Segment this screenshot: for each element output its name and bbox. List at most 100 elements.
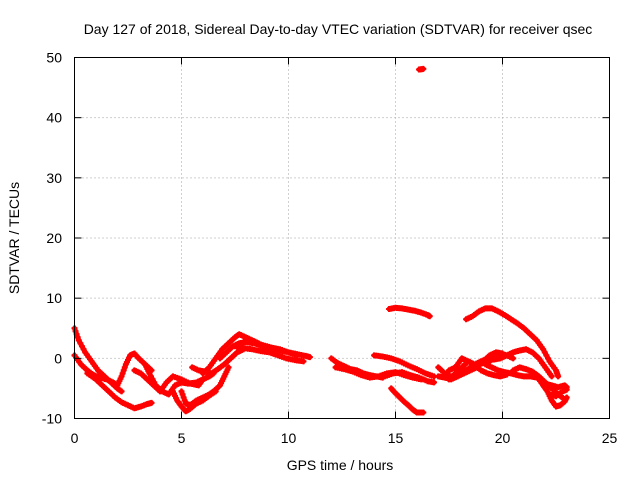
data-point	[283, 348, 290, 355]
data-point	[418, 409, 425, 416]
data-point	[219, 362, 226, 369]
data-point	[232, 350, 239, 357]
data-point	[373, 373, 380, 380]
data-point	[161, 381, 168, 388]
data-point	[191, 379, 198, 386]
y-tick-label: 10	[46, 290, 62, 306]
data-point	[204, 365, 211, 372]
y-tick-label: -10	[42, 411, 62, 427]
x-tick-label: 5	[178, 430, 186, 446]
data-point	[136, 403, 143, 410]
data-point	[538, 344, 545, 351]
data-point	[543, 386, 550, 393]
data-point	[540, 362, 547, 369]
data-point	[440, 368, 447, 375]
y-tick-label: 20	[46, 230, 62, 246]
data-point	[502, 353, 509, 360]
data-point	[116, 398, 123, 405]
data-point	[298, 358, 305, 365]
y-axis-label: SDTVAR / TECUs	[6, 182, 22, 294]
data-point	[551, 365, 558, 372]
data-point	[123, 401, 130, 408]
data-point	[198, 377, 205, 384]
data-point	[142, 374, 149, 381]
data-point	[72, 328, 79, 335]
chart-title: Day 127 of 2018, Sidereal Day-to-day VTE…	[84, 21, 593, 37]
data-point	[459, 369, 466, 376]
data-point	[394, 357, 401, 364]
data-point	[474, 309, 481, 316]
y-tick-label: 30	[46, 170, 62, 186]
data-point	[463, 357, 470, 364]
data-point	[532, 335, 539, 342]
data-point	[257, 341, 264, 348]
data-point	[179, 391, 186, 398]
data-point	[148, 373, 155, 380]
data-point	[508, 350, 515, 357]
data-point	[281, 354, 288, 361]
data-point	[467, 313, 474, 320]
data-point	[356, 371, 363, 378]
data-point	[543, 352, 550, 359]
data-point	[465, 365, 472, 372]
data-point	[215, 383, 222, 390]
data-point	[482, 369, 489, 376]
data-point	[221, 350, 228, 357]
data-point	[149, 376, 156, 383]
data-point	[117, 375, 124, 382]
data-point	[429, 379, 436, 386]
data-point	[147, 400, 154, 407]
data-point	[521, 365, 528, 372]
data-point	[217, 348, 224, 355]
data-point	[534, 353, 541, 360]
data-point	[413, 373, 420, 380]
data-point	[266, 343, 273, 350]
data-point	[173, 395, 180, 402]
data-point	[339, 365, 345, 372]
data-point	[416, 309, 423, 316]
y-tick-label: 50	[46, 50, 62, 66]
data-point	[164, 390, 171, 397]
data-point	[117, 387, 124, 394]
data-point	[405, 371, 412, 378]
data-point	[194, 366, 201, 373]
data-point	[78, 343, 85, 350]
data-point	[213, 367, 220, 374]
data-point	[119, 370, 126, 377]
data-point	[457, 365, 464, 372]
data-point	[145, 368, 152, 375]
data-point	[493, 307, 500, 314]
x-tick-label: 20	[495, 430, 511, 446]
data-point	[541, 349, 548, 356]
data-point	[422, 377, 429, 384]
data-point	[151, 379, 158, 386]
y-tick-label: 0	[54, 350, 62, 366]
ticks: 0 5 10 15 20 25 -10 0 10 20 30 40 50	[42, 50, 618, 447]
data-point	[547, 371, 554, 378]
data-point	[495, 355, 502, 362]
data-point	[563, 395, 570, 402]
data-point	[226, 356, 233, 363]
data-point	[544, 355, 551, 362]
data-point	[291, 351, 298, 358]
data-point	[180, 394, 187, 401]
data-point	[104, 386, 111, 393]
data-point	[527, 367, 534, 374]
x-tick-label: 0	[71, 430, 79, 446]
data-point	[87, 356, 94, 363]
data-point	[506, 315, 513, 322]
data-point	[305, 353, 312, 360]
data-point	[386, 354, 393, 361]
data-point	[178, 388, 185, 395]
data-point	[487, 363, 494, 370]
data-point	[157, 386, 164, 393]
x-axis-label: GPS time / hours	[287, 457, 394, 473]
data-point	[419, 66, 426, 73]
data-point	[426, 312, 433, 319]
data-point	[80, 346, 87, 353]
data-point	[120, 367, 127, 374]
data-point	[198, 395, 205, 402]
data-point	[77, 340, 84, 347]
data-point	[74, 334, 81, 341]
data-point	[76, 359, 83, 366]
